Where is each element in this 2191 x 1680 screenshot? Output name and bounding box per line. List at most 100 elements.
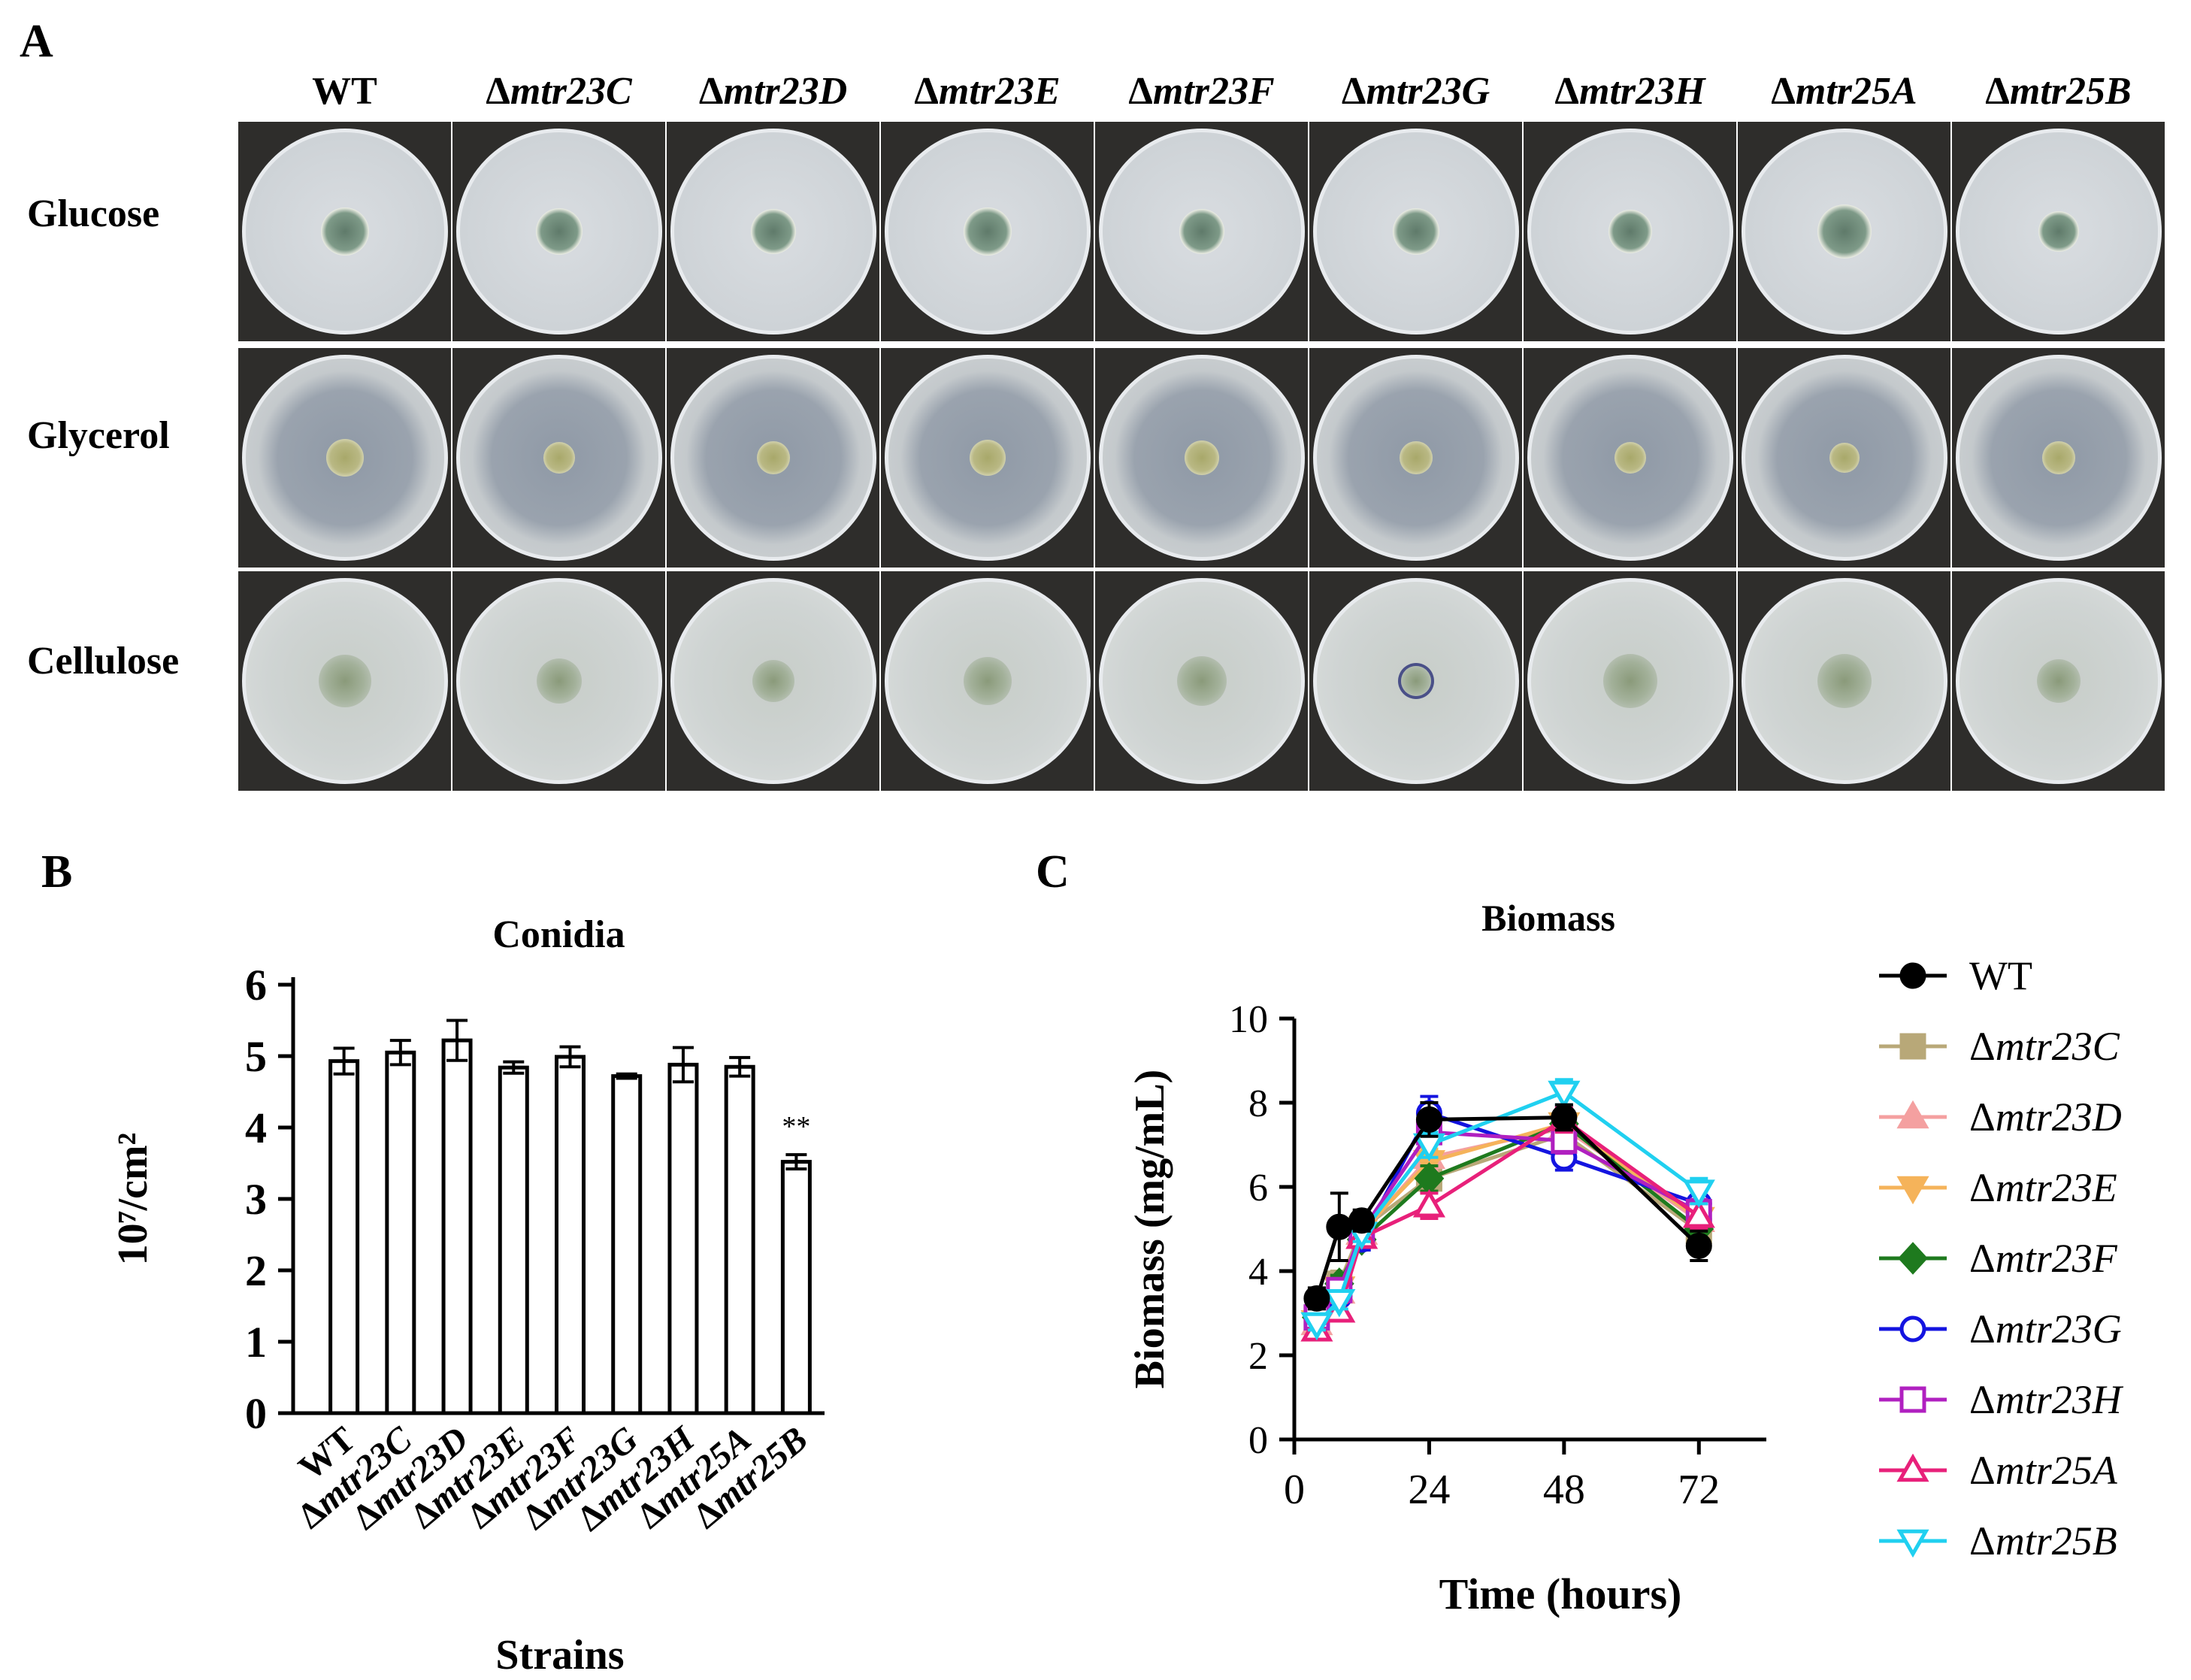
y-tick-label: 0 bbox=[1248, 1419, 1268, 1462]
legend-item-wt: WT bbox=[1879, 953, 2032, 998]
x-axis-label: Strains bbox=[495, 1632, 624, 1678]
y-tick-label: 8 bbox=[1248, 1082, 1268, 1125]
legend-item-delta-mtr23d: Δmtr23D bbox=[1879, 1094, 2122, 1140]
y-tick-label: 10 bbox=[1229, 998, 1268, 1041]
legend-label: Δmtr23D bbox=[1969, 1094, 2122, 1140]
significance-annotation: ** bbox=[782, 1111, 810, 1143]
column-header-delta-mtr23e: Δmtr23E bbox=[914, 70, 1061, 113]
data-point-delta-mtr25b bbox=[1300, 1312, 1333, 1341]
fungal-colony bbox=[1184, 440, 1219, 475]
fungal-colony bbox=[320, 207, 369, 256]
data-point-delta-mtr25b bbox=[1323, 1288, 1356, 1318]
panel-b-letter: B bbox=[41, 846, 73, 898]
legend-marker bbox=[1899, 1315, 1926, 1342]
fungal-colony bbox=[969, 440, 1006, 476]
column-header-delta-mtr25a: Δmtr25A bbox=[1771, 70, 1917, 113]
fungal-colony bbox=[1176, 656, 1227, 706]
legend-item-delta-mtr23h: Δmtr23H bbox=[1879, 1377, 2124, 1422]
data-point-wt bbox=[1348, 1207, 1375, 1234]
legend-marker bbox=[1896, 1453, 1929, 1482]
legend-label: Δmtr23E bbox=[1969, 1165, 2117, 1210]
fungal-colony bbox=[752, 660, 794, 702]
petri-dish bbox=[884, 355, 1091, 561]
fungal-colony bbox=[2036, 659, 2081, 703]
legend-marker bbox=[1896, 1529, 1929, 1558]
fungal-colony bbox=[1179, 209, 1224, 254]
fungal-colony bbox=[1400, 666, 1431, 696]
legend-marker bbox=[1898, 1242, 1928, 1275]
legend-label: Δmtr23C bbox=[1969, 1024, 2120, 1069]
data-point-wt bbox=[1685, 1232, 1712, 1259]
bar-delta-mtr23c bbox=[385, 1050, 416, 1415]
legend-item-delta-mtr23c: Δmtr23C bbox=[1879, 1024, 2120, 1069]
legend-item-delta-mtr23f: Δmtr23F bbox=[1879, 1236, 2118, 1281]
y-tick-label: 4 bbox=[1248, 1251, 1268, 1294]
bar-wt bbox=[328, 1059, 360, 1415]
legend-label: WT bbox=[1969, 953, 2032, 998]
column-header-delta-mtr25b: Δmtr25B bbox=[1985, 70, 2132, 113]
row-header-cellulose: Cellulose bbox=[27, 640, 180, 683]
chart-title: Conidia bbox=[492, 913, 625, 956]
series-wt bbox=[1303, 1101, 1712, 1312]
legend-label: Δmtr25A bbox=[1969, 1448, 2118, 1493]
column-header-delta-mtr23c: Δmtr23C bbox=[486, 70, 632, 113]
y-tick-label: 2 bbox=[1248, 1335, 1268, 1378]
fungal-colony bbox=[1392, 208, 1439, 255]
legend-marker bbox=[1899, 1386, 1926, 1413]
fungal-colony bbox=[2041, 441, 2075, 474]
fungal-colony bbox=[750, 209, 796, 254]
y-tick-label: 0 bbox=[245, 1389, 267, 1438]
bar-delta-mtr23g bbox=[611, 1074, 643, 1415]
legend-item-delta-mtr25b: Δmtr25B bbox=[1879, 1518, 2117, 1563]
column-header-delta-mtr23d: Δmtr23D bbox=[698, 70, 848, 113]
legend-marker bbox=[1896, 1176, 1929, 1205]
y-tick-label: 2 bbox=[245, 1246, 267, 1295]
legend-marker bbox=[1899, 962, 1926, 989]
x-tick-label: 0 bbox=[1284, 1467, 1305, 1513]
x-tick-label: 24 bbox=[1408, 1467, 1450, 1513]
y-tick-label: 5 bbox=[245, 1032, 267, 1081]
legend-marker bbox=[1899, 1033, 1926, 1060]
legend-label: Δmtr23F bbox=[1969, 1236, 2118, 1281]
column-header-wt: WT bbox=[312, 70, 377, 113]
data-point-wt bbox=[1415, 1106, 1442, 1133]
legend: WT Δmtr23C Δmtr23D Δmtr23E Δmtr23F Δmtr23G Δmt… bbox=[1879, 953, 2124, 1563]
fungal-colony bbox=[318, 655, 371, 707]
column-header-delta-mtr23h: Δmtr23H bbox=[1554, 70, 1705, 113]
y-tick-label: 4 bbox=[245, 1103, 267, 1152]
series-delta-mtr25b bbox=[1300, 1078, 1715, 1341]
data-point-delta-mtr25b bbox=[1548, 1080, 1581, 1109]
fungal-colony bbox=[963, 657, 1012, 705]
fungal-colony bbox=[2038, 211, 2079, 252]
fungal-colony bbox=[535, 208, 583, 255]
y-tick-label: 6 bbox=[1248, 1167, 1268, 1209]
column-header-delta-mtr23f: Δmtr23F bbox=[1128, 70, 1275, 113]
panel-c-letter: C bbox=[1036, 846, 1070, 898]
fungal-colony bbox=[325, 439, 364, 477]
fungal-colony bbox=[1608, 210, 1652, 253]
fungal-colony bbox=[1399, 441, 1433, 474]
bar-delta-mtr23h bbox=[667, 1062, 699, 1415]
panel-a-letter: A bbox=[20, 16, 53, 67]
fungal-colony bbox=[1614, 442, 1646, 474]
data-point-wt bbox=[1326, 1213, 1353, 1240]
x-axis-label: Time (hours) bbox=[1439, 1570, 1682, 1618]
row-header-glycerol: Glycerol bbox=[27, 414, 170, 457]
data-point-wt bbox=[1303, 1285, 1330, 1312]
legend-label: Δmtr23H bbox=[1969, 1377, 2124, 1422]
bar-delta-mtr23d bbox=[441, 1038, 473, 1415]
fungal-colony bbox=[963, 207, 1012, 256]
fungal-colony bbox=[1829, 443, 1860, 473]
bar-delta-mtr23f bbox=[555, 1055, 586, 1415]
fungal-colony bbox=[543, 442, 575, 474]
bar-delta-mtr25b bbox=[780, 1160, 812, 1415]
y-axis-label: Biomass (mg/mL) bbox=[1127, 1070, 1173, 1389]
fungal-colony bbox=[1602, 654, 1657, 708]
bar-delta-mtr23e bbox=[498, 1065, 529, 1415]
legend-label: Δmtr23G bbox=[1969, 1306, 2122, 1352]
legend-marker bbox=[1896, 1100, 1929, 1129]
legend-item-delta-mtr23e: Δmtr23E bbox=[1879, 1165, 2117, 1210]
data-point-delta-mtr25a bbox=[1412, 1188, 1445, 1218]
y-tick-label: 3 bbox=[245, 1175, 267, 1224]
data-point-wt bbox=[1551, 1104, 1578, 1131]
